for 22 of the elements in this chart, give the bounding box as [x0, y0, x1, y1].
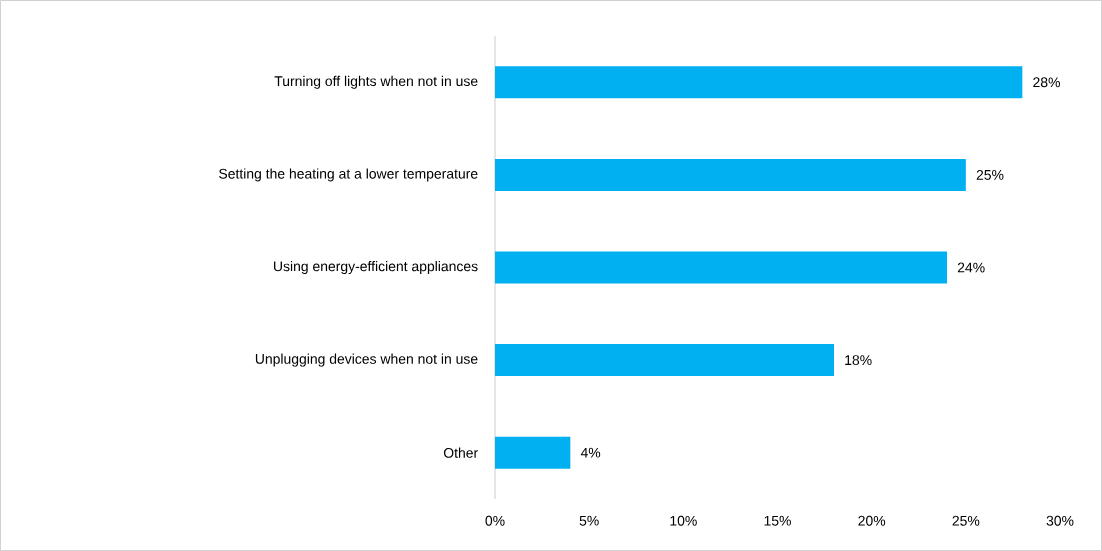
data-label: 18% [845, 355, 872, 366]
data-label: 25% [976, 169, 1004, 180]
data-label: 28% [1033, 77, 1060, 88]
y-tick-label: Other [443, 447, 478, 458]
data-label: 24% [957, 262, 985, 273]
x-tick-label: 0% [485, 515, 505, 526]
bar [495, 436, 571, 469]
data-label: 4% [580, 447, 601, 458]
bar [495, 158, 966, 191]
x-tick-label: 5% [579, 515, 599, 526]
x-tick-label: 20% [858, 515, 886, 526]
x-tick-label: 15% [764, 515, 791, 526]
bar [495, 344, 834, 377]
bar [495, 251, 947, 284]
x-tick-label: 30% [1046, 515, 1074, 526]
x-tick-label: 10% [670, 515, 697, 526]
y-tick-label: Setting the heating at a lower temperature [219, 168, 478, 182]
bar [495, 66, 1023, 99]
x-tick-label: 25% [952, 515, 980, 526]
y-tick-label: Unplugging devices when not in use [255, 353, 478, 367]
y-tick-label: Using energy-efficient appliances [274, 261, 478, 274]
y-tick-label: Turning off lights when not in use [274, 75, 478, 89]
